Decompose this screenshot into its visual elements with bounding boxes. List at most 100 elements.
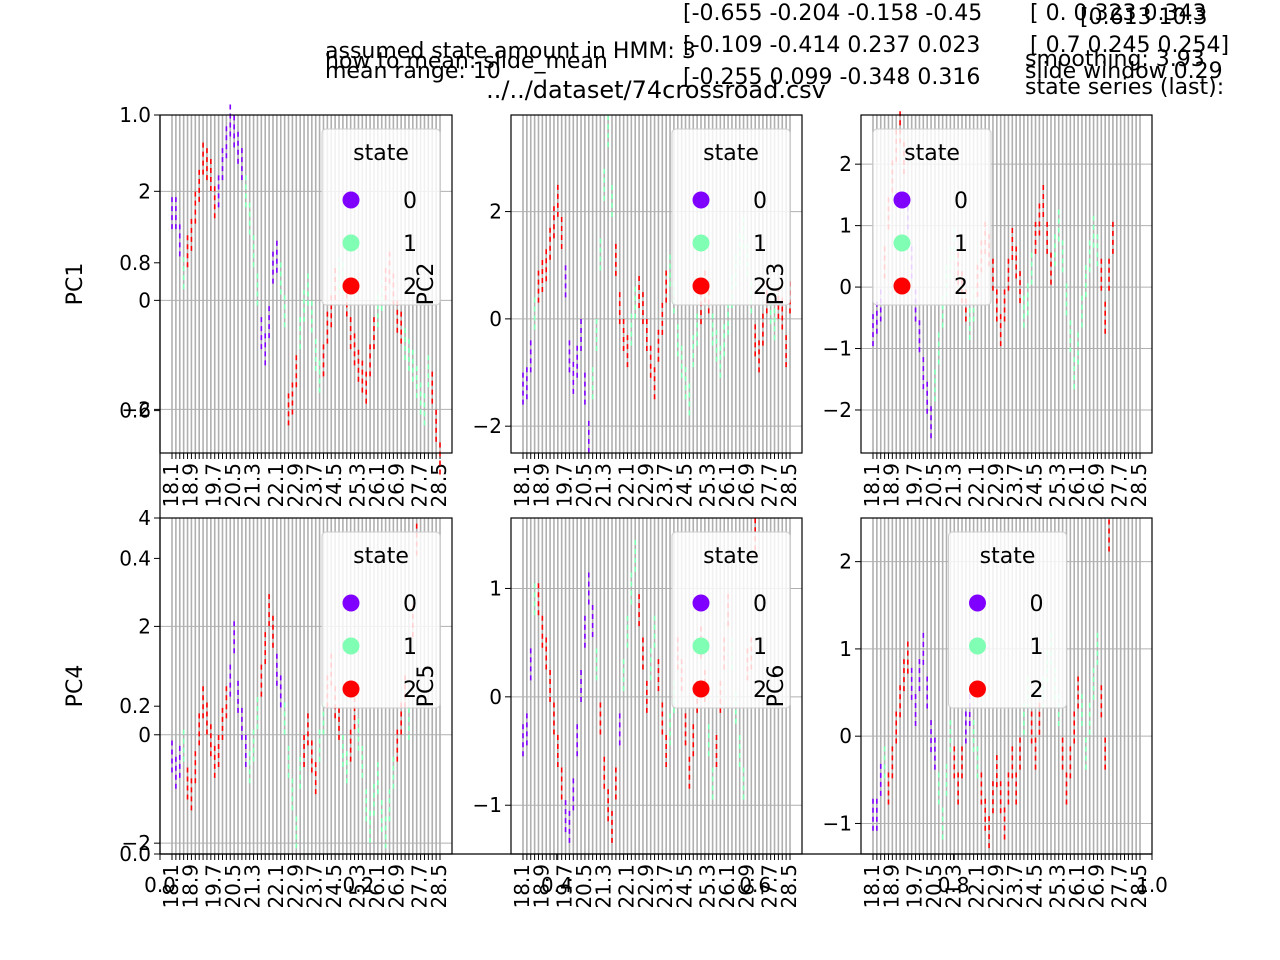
- x-tick-label: 26.1: [365, 864, 389, 909]
- x-tick-label: 27.7: [1108, 463, 1132, 508]
- subplot-pc5: 1 0 −1 18.118.9 19.720.521.3 22.122.923.724.5…: [414, 517, 803, 909]
- x-tick-label: 18.1: [510, 864, 534, 909]
- meta-right-4: smoothing: 3.93: [1025, 47, 1205, 72]
- x-tick-label: 23.7: [1003, 463, 1027, 508]
- y-tick-label: 0: [489, 685, 502, 709]
- x-tick-label: 24.5: [673, 864, 697, 909]
- legend-marker-state-0: [692, 594, 710, 612]
- x-tick-label: 25.3: [1046, 864, 1070, 909]
- overlay-y-tick-label: 0.8: [119, 251, 151, 275]
- x-tick-label: 23.7: [653, 864, 677, 909]
- chart-title: ../../dataset/74crossroad.csv: [486, 76, 826, 104]
- y-tick-label: 1: [839, 637, 852, 661]
- legend-title: state: [703, 141, 759, 166]
- legend-marker-state-2: [692, 680, 710, 698]
- y-tick-label: −2: [823, 398, 852, 422]
- x-tick-label: 18.9: [879, 864, 903, 909]
- x-tick-label: 20.5: [922, 463, 946, 508]
- legend-title: state: [904, 141, 960, 166]
- legend-entry-label: 2: [403, 275, 417, 300]
- legend-marker-state-1: [342, 234, 360, 252]
- legend-entry-label: 0: [403, 189, 417, 214]
- x-tick-label: 20.5: [221, 864, 245, 909]
- y-axis-label: PC2: [414, 263, 439, 306]
- x-tick-label: 22.9: [283, 864, 307, 909]
- overlay-x-tick-label: 0.0: [144, 873, 176, 897]
- x-tick-label: 20.5: [572, 463, 596, 508]
- x-tick-label: 20.5: [572, 864, 596, 909]
- legend-marker-state-1: [692, 234, 710, 252]
- legend-entry-label: 0: [753, 592, 767, 617]
- x-tick-label: 21.3: [591, 864, 615, 909]
- x-tick-label: 19.7: [202, 864, 226, 909]
- x-tick-label: 18.1: [159, 463, 183, 508]
- y-axis-label: PC5: [414, 665, 439, 708]
- legend-marker-state-2: [342, 680, 360, 698]
- x-tick-label: 26.1: [715, 864, 739, 909]
- overlay-y-tick-label: 0.2: [119, 694, 151, 718]
- x-tick-label: 25.3: [345, 864, 369, 909]
- x-tick-label: 25.3: [1046, 463, 1070, 508]
- legend-entry-label: 1: [954, 232, 968, 257]
- legend: state 0 1 2: [321, 531, 441, 709]
- x-tick-label: 26.1: [1065, 864, 1089, 909]
- x-tick-label: 22.9: [634, 463, 658, 508]
- x-tick-label: 19.7: [553, 864, 577, 909]
- x-tick-label: 26.9: [1084, 463, 1108, 508]
- y-tick-label: 4: [138, 506, 151, 530]
- x-tick-label: 20.5: [922, 864, 946, 909]
- x-tick-label: 25.3: [696, 463, 720, 508]
- y-tick-label: 1: [489, 576, 502, 600]
- x-tick-label: 23.7: [303, 463, 327, 508]
- subplot-pc4: 4 2 0 −2 18.118.9 19.720.521.3 22.122.923.724.…: [63, 506, 453, 909]
- legend-marker-state-0: [893, 191, 911, 209]
- legend-title: state: [353, 141, 409, 166]
- x-tick-label: 19.7: [903, 463, 927, 508]
- x-tick-label: 21.3: [591, 463, 615, 508]
- overlay-axes: 0.0 0.2 0.4 0.6 0.8 1.0 0.0 0.2 0.4 0.6 0.8 1.0: [119, 103, 1168, 897]
- x-tick-label: 19.7: [553, 463, 577, 508]
- y-tick-label: 2: [839, 152, 852, 176]
- x-tick-label: 26.1: [1065, 463, 1089, 508]
- meta-line-2: how to mean: slide_mean: [325, 49, 608, 74]
- meta-right-2: [0.613 10.3: [1080, 5, 1208, 30]
- y-tick-label: −2: [122, 831, 151, 855]
- x-tick-label: 28.5: [1127, 864, 1151, 909]
- x-tick-label: 28.5: [1127, 463, 1151, 508]
- legend-marker-state-0: [342, 594, 360, 612]
- meta-line-1: assumed state amount in HMM: 3: [325, 39, 696, 64]
- overlay-x-tick-label: 0.6: [739, 873, 771, 897]
- x-tick-label: 26.9: [734, 864, 758, 909]
- legend-title: state: [703, 544, 759, 569]
- x-tick-label: 18.9: [529, 463, 553, 508]
- figure-texts: assumed state amount in HMM: 3 how to me…: [325, 1, 1229, 104]
- y-tick-label: 0: [839, 724, 852, 748]
- meta-right-5: slide window 0.29: [1025, 59, 1223, 84]
- legend-box: [321, 128, 441, 306]
- legend-box: [321, 531, 441, 709]
- x-tick-label: 27.7: [408, 463, 432, 508]
- overlay-y-tick-label: 0.4: [119, 546, 151, 570]
- legend-box: [948, 531, 1067, 709]
- legend-entry-label: 2: [753, 275, 767, 300]
- legend-marker-state-2: [342, 277, 360, 295]
- y-tick-label: 2: [839, 550, 852, 574]
- x-tick-label: 21.3: [941, 864, 965, 909]
- overlay-x-tick-label: 1.0: [1136, 873, 1168, 897]
- legend-marker-state-1: [692, 637, 710, 655]
- x-tick-label: 23.7: [653, 463, 677, 508]
- overlay-y-tick-label: 1.0: [119, 103, 151, 127]
- legend-entry-label: 0: [954, 189, 968, 214]
- legend-marker-state-2: [692, 277, 710, 295]
- legend-entry-label: 2: [403, 678, 417, 703]
- y-tick-label: 2: [138, 179, 151, 203]
- x-tick-label: 22.1: [264, 864, 288, 909]
- x-tick-label: 24.5: [673, 463, 697, 508]
- y-tick-label: −2: [473, 414, 502, 438]
- legend-entry-label: 1: [753, 635, 767, 660]
- x-tick-label: 24.5: [322, 463, 346, 508]
- x-tick-label: 25.3: [696, 864, 720, 909]
- x-tick-label: 25.3: [345, 463, 369, 508]
- x-tick-label: 27.7: [758, 864, 782, 909]
